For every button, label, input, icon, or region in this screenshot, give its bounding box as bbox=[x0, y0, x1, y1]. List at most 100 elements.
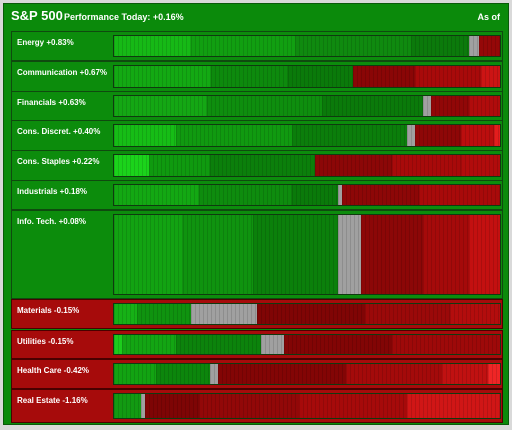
stock-segment[interactable] bbox=[114, 36, 192, 56]
stock-segment[interactable] bbox=[252, 215, 338, 294]
stock-segment[interactable] bbox=[361, 215, 423, 294]
stock-segment[interactable] bbox=[494, 125, 500, 146]
stock-segment[interactable] bbox=[114, 66, 211, 87]
stock-segment[interactable] bbox=[114, 96, 207, 116]
stock-segment[interactable] bbox=[144, 394, 199, 418]
sector-label: Health Care -0.42% bbox=[17, 366, 90, 375]
stock-segment[interactable] bbox=[291, 125, 408, 146]
stock-segment[interactable] bbox=[283, 335, 392, 354]
sector-label: Info. Tech. +0.08% bbox=[17, 217, 86, 226]
stock-segment[interactable] bbox=[314, 155, 392, 176]
sector-row-energy[interactable]: Energy +0.83% bbox=[11, 31, 503, 61]
sector-row-financials[interactable]: Financials +0.63% bbox=[11, 91, 503, 121]
constituent-bar[interactable] bbox=[113, 393, 501, 419]
stock-segment[interactable] bbox=[114, 185, 199, 205]
stock-segment[interactable] bbox=[114, 155, 149, 176]
stock-segment[interactable] bbox=[210, 66, 288, 87]
stock-segment[interactable] bbox=[183, 215, 253, 294]
constituent-bar[interactable] bbox=[113, 214, 501, 295]
stock-segment[interactable] bbox=[141, 394, 145, 418]
stock-segment[interactable] bbox=[260, 335, 284, 354]
stock-segment[interactable] bbox=[156, 364, 211, 384]
stock-segment[interactable] bbox=[114, 364, 157, 384]
stock-segment[interactable] bbox=[442, 364, 489, 384]
stock-segment[interactable] bbox=[337, 215, 361, 294]
stock-segment[interactable] bbox=[337, 185, 342, 205]
stock-segment[interactable] bbox=[206, 96, 323, 116]
stock-segment[interactable] bbox=[114, 304, 138, 324]
stock-segment[interactable] bbox=[461, 125, 495, 146]
stock-segment[interactable] bbox=[411, 36, 470, 56]
stock-segment[interactable] bbox=[175, 125, 292, 146]
sector-label: Energy +0.83% bbox=[17, 38, 74, 47]
stock-segment[interactable] bbox=[469, 36, 479, 56]
sector-row-cons-staples[interactable]: Cons. Staples +0.22% bbox=[11, 150, 503, 181]
sector-row-communication[interactable]: Communication +0.67% bbox=[11, 61, 503, 92]
stock-segment[interactable] bbox=[137, 304, 192, 324]
stock-segment[interactable] bbox=[341, 185, 419, 205]
sector-row-industrials[interactable]: Industrials +0.18% bbox=[11, 180, 503, 210]
stock-segment[interactable] bbox=[418, 185, 500, 205]
sector-label: Materials -0.15% bbox=[17, 306, 80, 315]
stock-segment[interactable] bbox=[198, 394, 300, 418]
stock-segment[interactable] bbox=[469, 96, 500, 116]
constituent-bar[interactable] bbox=[113, 154, 501, 177]
stock-segment[interactable] bbox=[415, 125, 462, 146]
stock-segment[interactable] bbox=[480, 66, 500, 87]
stock-segment[interactable] bbox=[256, 304, 365, 324]
stock-segment[interactable] bbox=[291, 185, 338, 205]
stock-segment[interactable] bbox=[114, 125, 176, 146]
stock-segment[interactable] bbox=[461, 155, 500, 176]
stock-segment[interactable] bbox=[478, 36, 500, 56]
sector-label: Cons. Discret. +0.40% bbox=[17, 127, 101, 136]
constituent-bar[interactable] bbox=[113, 184, 501, 206]
stock-segment[interactable] bbox=[407, 394, 500, 418]
stock-segment[interactable] bbox=[449, 304, 500, 324]
sector-label: Industrials +0.18% bbox=[17, 187, 88, 196]
stock-segment[interactable] bbox=[114, 335, 122, 354]
stock-segment[interactable] bbox=[295, 36, 412, 56]
sector-row-real-estate[interactable]: Real Estate -1.16% bbox=[11, 389, 503, 423]
stock-segment[interactable] bbox=[299, 394, 408, 418]
stock-segment[interactable] bbox=[391, 155, 462, 176]
sector-row-info-tech[interactable]: Info. Tech. +0.08% bbox=[11, 210, 503, 299]
sector-row-materials[interactable]: Materials -0.15% bbox=[11, 299, 503, 329]
constituent-bar[interactable] bbox=[113, 363, 501, 385]
stock-segment[interactable] bbox=[175, 335, 261, 354]
stock-segment[interactable] bbox=[422, 215, 470, 294]
stock-segment[interactable] bbox=[488, 364, 500, 384]
constituent-bar[interactable] bbox=[113, 65, 501, 88]
stock-segment[interactable] bbox=[210, 155, 315, 176]
stock-segment[interactable] bbox=[407, 125, 416, 146]
stock-segment[interactable] bbox=[191, 36, 296, 56]
stock-segment[interactable] bbox=[422, 96, 431, 116]
stock-segment[interactable] bbox=[210, 364, 219, 384]
stock-segment[interactable] bbox=[353, 66, 416, 87]
stock-segment[interactable] bbox=[114, 215, 184, 294]
constituent-bar[interactable] bbox=[113, 124, 501, 147]
stock-segment[interactable] bbox=[114, 394, 142, 418]
stock-segment[interactable] bbox=[364, 304, 450, 324]
header: S&P 500 Performance Today: +0.16% As of bbox=[4, 4, 508, 30]
stock-segment[interactable] bbox=[121, 335, 176, 354]
stock-segment[interactable] bbox=[287, 66, 354, 87]
constituent-bar[interactable] bbox=[113, 35, 501, 57]
stock-segment[interactable] bbox=[218, 364, 346, 384]
stock-segment[interactable] bbox=[191, 304, 257, 324]
sector-row-utilities[interactable]: Utilities -0.15% bbox=[11, 330, 503, 359]
constituent-bar[interactable] bbox=[113, 95, 501, 117]
stock-segment[interactable] bbox=[430, 96, 470, 116]
stock-segment[interactable] bbox=[322, 96, 423, 116]
stock-segment[interactable] bbox=[198, 185, 292, 205]
sector-row-health-care[interactable]: Health Care -0.42% bbox=[11, 359, 503, 389]
sector-label: Communication +0.67% bbox=[17, 68, 108, 77]
sector-row-cons-discret[interactable]: Cons. Discret. +0.40% bbox=[11, 120, 503, 151]
stock-segment[interactable] bbox=[469, 215, 500, 294]
stock-segment[interactable] bbox=[148, 155, 211, 176]
stock-segment[interactable] bbox=[391, 335, 500, 354]
stock-segment[interactable] bbox=[415, 66, 481, 87]
constituent-bar[interactable] bbox=[113, 334, 501, 355]
sector-label: Utilities -0.15% bbox=[17, 337, 74, 346]
constituent-bar[interactable] bbox=[113, 303, 501, 325]
stock-segment[interactable] bbox=[345, 364, 443, 384]
